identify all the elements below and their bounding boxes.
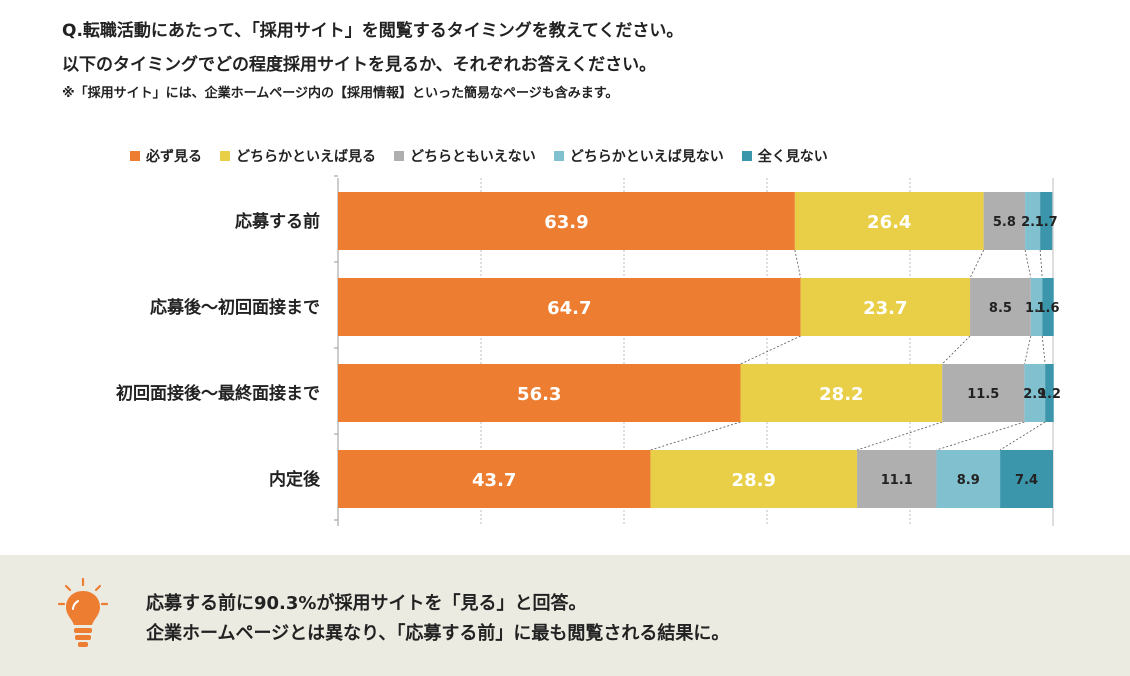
question-block: Q.転職活動にあたって、「採用サイト」を閲覧するタイミングを教えてください。 以…: [62, 14, 683, 106]
bar-segment: [650, 450, 858, 508]
bar-segment: [1000, 450, 1053, 508]
legend-swatch: [220, 151, 230, 161]
bar-segment: [338, 192, 795, 250]
bar-segment: [983, 192, 1026, 250]
bar-segment: [942, 364, 1025, 422]
series-connector-line: [650, 421, 741, 451]
series-connector-line: [1024, 249, 1032, 279]
data-label: 64.7: [547, 298, 591, 319]
data-label: 5.8: [993, 215, 1016, 230]
data-label: 26.4: [867, 212, 911, 233]
bar-segment: [794, 192, 984, 250]
data-label: 7.4: [1015, 473, 1038, 488]
data-label: 28.2: [819, 384, 863, 405]
legend-item: どちらかといえば見る: [220, 146, 376, 166]
data-label: 28.9: [732, 470, 776, 491]
question-note: ※「採用サイト」には、企業ホームページ内の【採用情報】といった簡易なページも含み…: [62, 86, 619, 101]
series-connector-line: [969, 249, 985, 279]
legend-label: どちらかといえば見ない: [569, 149, 724, 165]
legend-label: 全く見ない: [757, 149, 828, 165]
series-connector-line: [1024, 335, 1032, 365]
data-label: 1.2: [1038, 387, 1061, 402]
series-connector-line: [1039, 249, 1043, 279]
lightbulb-icon: [58, 577, 108, 647]
series-connector-line: [941, 335, 971, 365]
category-label: 初回面接後～最終面接まで: [116, 383, 320, 404]
data-label: 23.7: [863, 298, 907, 319]
data-label: 1.6: [1036, 301, 1059, 316]
bar-segment: [970, 278, 1031, 336]
series-connector-line: [999, 421, 1046, 451]
bar-segment: [1024, 364, 1046, 422]
category-label: 応募後～初回面接まで: [150, 297, 320, 318]
category-label: 応募する前: [235, 211, 320, 232]
legend-label: どちらともいえない: [410, 149, 536, 165]
legend-swatch: [130, 151, 140, 161]
data-label: 8.5: [989, 301, 1012, 316]
data-label: 8.9: [957, 473, 980, 488]
bar-segment: [1030, 278, 1043, 336]
series-connector-line: [1041, 335, 1046, 365]
legend-item: 必ず見る: [130, 146, 202, 166]
data-label: 63.9: [544, 212, 588, 233]
bar-segment: [740, 364, 943, 422]
bar-segment: [338, 278, 801, 336]
legend-swatch: [553, 151, 564, 161]
summary-line-2: 企業ホームページとは異なり、「応募する前」に最も閲覧される結果に。: [146, 623, 730, 644]
legend-item: どちらかといえば見ない: [553, 146, 724, 166]
series-connector-line: [856, 421, 943, 451]
series-connector-line: [794, 249, 801, 279]
bar-segment: [1040, 192, 1053, 250]
series-connector-line: [740, 335, 801, 365]
data-label: 11.1: [881, 473, 913, 488]
question-line-1: Q.転職活動にあたって、「採用サイト」を閲覧するタイミングを教えてください。: [62, 21, 684, 41]
bar-segment: [1042, 278, 1054, 336]
chart-legend: 必ず見る どちらかといえば見る どちらともいえない どちらかといえば見ない 全く見ない: [130, 146, 828, 166]
legend-item: どちらともいえない: [394, 146, 536, 166]
data-label: 56.3: [517, 384, 561, 405]
summary-text: 応募する前に90.3%が採用サイトを「見る」と回答。 企業ホームページとは異なり…: [146, 589, 729, 649]
bar-segment: [857, 450, 937, 508]
category-label: 内定後: [269, 469, 321, 490]
bar-segment: [1045, 364, 1054, 422]
legend-swatch: [394, 151, 404, 161]
question-line-2: 以下のタイミングでどの程度採用サイトを見るか、それぞれお答えください。: [62, 55, 657, 75]
legend-label: 必ず見る: [146, 149, 202, 165]
bar-segment: [800, 278, 971, 336]
data-label: 1.7: [1035, 215, 1058, 230]
data-label: 2.1: [1021, 215, 1044, 230]
series-connector-line: [936, 421, 1025, 451]
data-label: 2.9: [1023, 387, 1046, 402]
legend-label: どちらかといえば見る: [236, 149, 376, 165]
stacked-bar-chart: 応募する前 63.9 26.4 5.8 2.11.7 応募後～初回面接まで 64.7 23.7…: [116, 175, 1061, 526]
data-label: 43.7: [472, 470, 516, 491]
bar-segment: [338, 450, 651, 508]
legend-swatch: [741, 151, 752, 161]
summary-line-1: 応募する前に90.3%が採用サイトを「見る」と回答。: [146, 593, 587, 614]
bar-segment: [936, 450, 1001, 508]
bar-segment: [338, 364, 741, 422]
legend-item: 全く見ない: [741, 146, 828, 166]
data-label: 11.5: [967, 387, 999, 402]
summary-panel: 応募する前に90.3%が採用サイトを「見る」と回答。 企業ホームページとは異なり…: [0, 555, 1130, 676]
bar-segment: [1025, 192, 1041, 250]
